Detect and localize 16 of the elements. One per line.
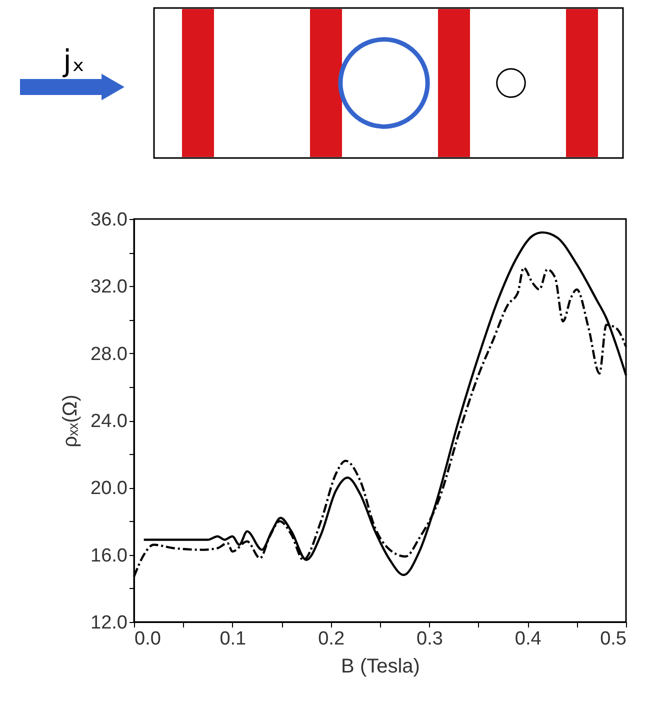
- y-tick-label: 12.0: [90, 612, 128, 634]
- y-tick-label: 32.0: [90, 276, 128, 298]
- y-axis-title: ρₓₓ(Ω): [60, 394, 82, 448]
- x-axis-title: B (Tesla): [341, 656, 420, 678]
- y-tick-label: 36.0: [90, 210, 128, 230]
- y-tick-label: 20.0: [90, 478, 128, 500]
- y-tick-label: 24.0: [90, 411, 128, 432]
- x-tick-label: 0.4: [514, 628, 542, 650]
- x-tick-label: 0.2: [318, 628, 345, 650]
- y-tick-label: 28.0: [90, 344, 128, 365]
- x-tick-label: 0.1: [220, 628, 246, 650]
- y-tick-label: 16.0: [90, 545, 128, 566]
- text: jₓ: [62, 44, 85, 79]
- x-tick-label: 0.3: [416, 628, 443, 650]
- x-tick-label: 0.0: [134, 628, 161, 650]
- x-tick-label: 0.5: [600, 628, 626, 650]
